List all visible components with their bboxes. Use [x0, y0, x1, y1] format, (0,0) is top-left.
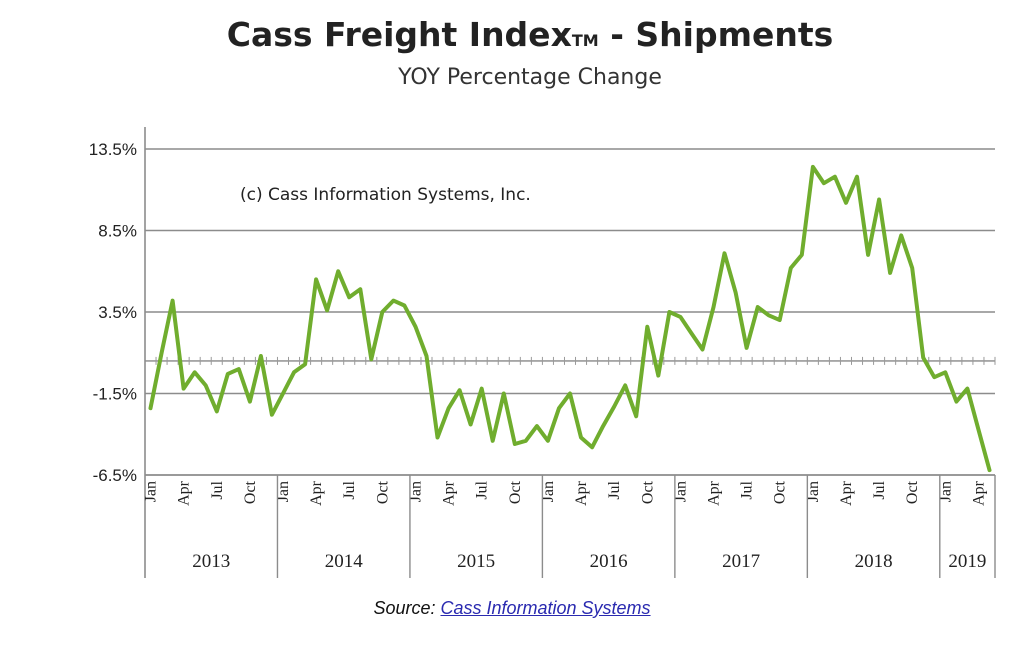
x-tick-label: Jul	[209, 480, 226, 499]
year-label: 2014	[325, 551, 364, 572]
x-tick-label: Oct	[904, 480, 921, 504]
chart: Cass Freight IndexTM - Shipments YOY Per…	[89, 15, 996, 578]
year-label: 2016	[590, 551, 628, 572]
x-tick-label: Apr	[573, 480, 590, 506]
x-tick-label: Apr	[970, 480, 987, 506]
chart-subtitle: YOY Percentage Change	[397, 65, 662, 90]
series-layer	[148, 164, 992, 473]
x-tick-label: Jan	[937, 481, 954, 502]
x-tick-label: Jul	[871, 480, 888, 499]
year-label: 2015	[457, 551, 495, 572]
chart-title-trademark: TM	[572, 31, 599, 50]
x-tick-label: Apr	[706, 480, 723, 506]
x-tick-label: Apr	[838, 480, 855, 506]
x-tick-label: Oct	[772, 480, 789, 504]
series-line	[148, 164, 992, 473]
y-tick-label: 3.5%	[98, 303, 137, 322]
source-link[interactable]: Cass Information Systems	[440, 598, 651, 618]
y-tick-label: 8.5%	[98, 222, 137, 241]
y-tick-label: 13.5%	[89, 140, 137, 159]
x-tick-label: Jan	[672, 481, 689, 502]
copyright-annotation: (c) Cass Information Systems, Inc.	[240, 185, 531, 205]
y-tick-label: -1.5%	[93, 385, 137, 404]
y-tick-label: -6.5%	[93, 466, 137, 485]
year-label: 2017	[722, 551, 760, 572]
x-tick-label: Jul	[606, 480, 623, 499]
chart-title: Cass Freight IndexTM - Shipments	[227, 15, 834, 54]
chart-title-suffix: - Shipments	[599, 15, 834, 54]
x-tick-label: Apr	[308, 480, 325, 506]
x-tick-label: Oct	[374, 480, 391, 504]
x-tick-label: Oct	[242, 480, 259, 504]
year-label: 2018	[855, 551, 893, 572]
x-tick-label: Apr	[441, 480, 458, 506]
source-label: Source:	[373, 598, 441, 618]
x-tick-label: Jan	[143, 481, 160, 502]
x-tick-label: Jul	[739, 480, 756, 499]
x-tick-label: Jan	[805, 481, 822, 502]
x-tick-label: Oct	[507, 480, 524, 504]
x-tick-label: Oct	[639, 480, 656, 504]
year-label: 2013	[192, 551, 230, 572]
chart-title-main: Cass Freight Index	[227, 15, 572, 54]
x-tick-label: Jul	[341, 480, 358, 499]
x-tick-label: Jan	[407, 481, 424, 502]
x-tick-label: Jan	[540, 481, 557, 502]
year-label: 2019	[948, 551, 986, 572]
source-note: Source: Cass Information Systems	[0, 598, 1024, 619]
axis-layer: 13.5% 8.5% 3.5% -1.5% -6.5% Jan Apr Jul Oct Jan Ap…	[89, 127, 996, 578]
x-tick-label: Apr	[176, 480, 193, 506]
x-tick-label: Jul	[474, 480, 491, 499]
x-tick-label: Jan	[275, 481, 292, 502]
